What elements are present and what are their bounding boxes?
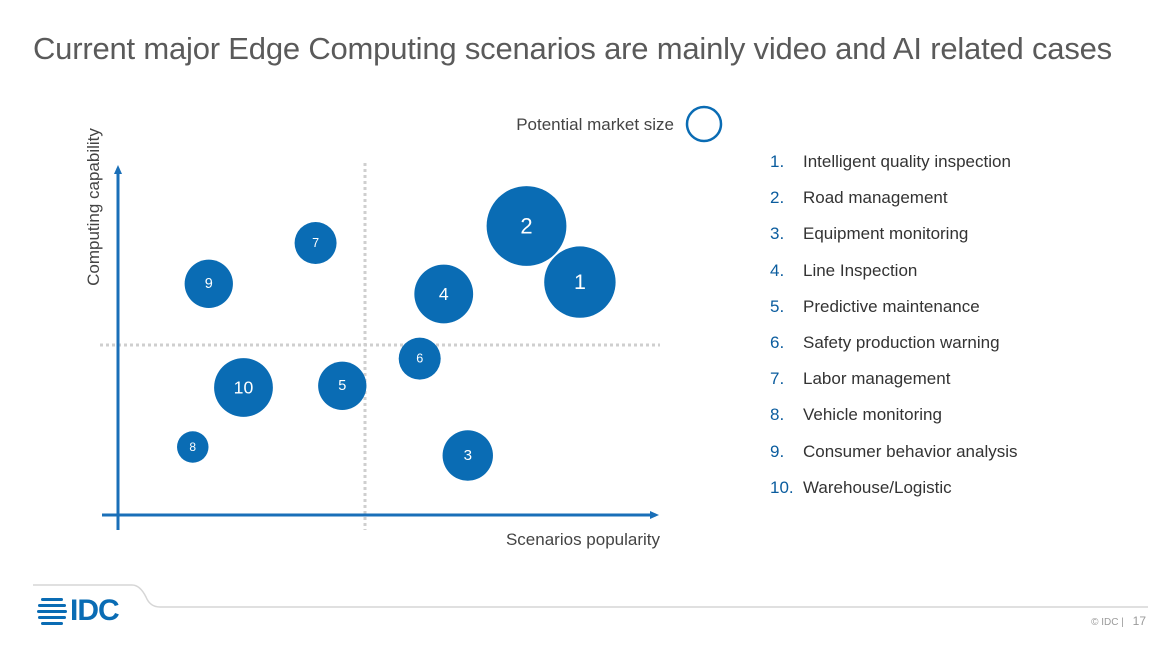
bubble-3 <box>442 430 493 481</box>
size-legend-circle <box>685 105 723 143</box>
legend-item-number: 9. <box>770 441 785 461</box>
bubble-label-4: 4 <box>439 284 449 304</box>
legend-item-number: 4. <box>770 260 785 280</box>
bubble-label-2: 2 <box>520 214 532 239</box>
legend-item-number: 3. <box>770 224 785 244</box>
scenario-legend: 1. Intelligent quality inspection 2. Road m… <box>770 150 1018 512</box>
page-number: 17 <box>1132 614 1146 628</box>
legend-item-label: Line Inspection <box>803 260 918 280</box>
bubbles-layer: 1 2 3 4 5 6 7 8 9 10 <box>177 186 616 481</box>
legend-item-number: 1. <box>770 152 785 171</box>
legend-item-label: Labor management <box>803 369 951 389</box>
bubble-label-1: 1 <box>574 270 586 294</box>
legend-item: 2. Road management <box>770 186 1018 222</box>
bubble-label-6: 6 <box>416 352 423 366</box>
bubble-label-3: 3 <box>464 447 472 464</box>
idc-globe-icon <box>37 598 67 625</box>
copyright-text: © IDC | <box>1091 617 1124 628</box>
legend-item-label: Predictive maintenance <box>803 296 980 316</box>
legend-item-number: 2. <box>770 188 785 208</box>
bubble-8 <box>177 431 209 463</box>
slide-title: Current major Edge Computing scenarios a… <box>33 30 1112 66</box>
bubble-label-7: 7 <box>312 236 319 250</box>
legend-item-number: 5. <box>770 296 785 316</box>
legend-item-number: 8. <box>770 405 785 425</box>
legend-item-number: 10. <box>770 477 794 497</box>
legend-item-number: 6. <box>770 332 785 352</box>
size-legend-label: Potential market size <box>516 115 674 134</box>
legend-item-label: Road management <box>803 188 948 208</box>
page-info: © IDC | 17 <box>1091 614 1146 628</box>
legend-item: 6. Safety production warning <box>770 331 1018 367</box>
bubble-1 <box>544 246 616 318</box>
bubble-4 <box>414 264 474 324</box>
bubble-5 <box>318 361 367 410</box>
legend-item-label: Warehouse/Logistic <box>803 477 952 497</box>
legend-item-label: Consumer behavior analysis <box>803 441 1018 461</box>
bubble-label-10: 10 <box>234 378 254 398</box>
bubble-label-5: 5 <box>338 378 346 394</box>
idc-logo-text: IDC <box>70 594 120 627</box>
legend-item-label: Equipment monitoring <box>803 224 969 244</box>
bubble-10 <box>214 358 273 417</box>
legend-item: 7. Labor management <box>770 367 1018 403</box>
legend-item: 10. Warehouse/Logistic <box>770 476 1018 512</box>
bubble-6 <box>398 337 441 380</box>
legend-item: 5. Predictive maintenance <box>770 295 1018 331</box>
idc-logo: IDC <box>37 594 120 628</box>
bubble-label-8: 8 <box>189 440 196 454</box>
legend-item-label: Safety production warning <box>803 332 1000 352</box>
bubble-9 <box>184 259 233 308</box>
legend-item: 3. Equipment monitoring <box>770 222 1018 258</box>
legend-item: 1. Intelligent quality inspection <box>770 150 1018 186</box>
legend-item-label: Vehicle monitoring <box>803 405 942 425</box>
legend-item-number: 7. <box>770 369 785 389</box>
bubble-label-9: 9 <box>205 276 213 292</box>
x-axis-label: Scenarios popularity <box>506 530 661 549</box>
legend-item: 8. Vehicle monitoring <box>770 403 1018 439</box>
legend-item: 9. Consumer behavior analysis <box>770 440 1018 476</box>
bubble-7 <box>294 222 337 264</box>
legend-item-label: Intelligent quality inspection <box>803 152 1011 171</box>
bubble-2 <box>486 186 567 266</box>
y-axis-label: Computing capability <box>84 128 103 286</box>
legend-item: 4. Line Inspection <box>770 259 1018 295</box>
